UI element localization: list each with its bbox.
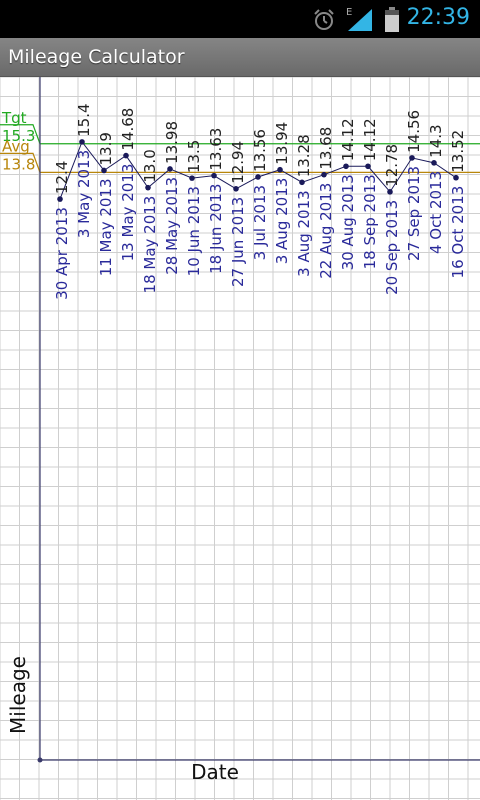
x-tick-label: 3 Jul 2013 bbox=[251, 185, 269, 260]
reference-line-name: Tgt bbox=[1, 109, 27, 127]
network-type-label: E bbox=[346, 7, 352, 18]
data-point bbox=[101, 167, 107, 174]
data-point bbox=[189, 175, 195, 181]
clock: 22:39 bbox=[406, 5, 470, 30]
data-point bbox=[211, 172, 217, 179]
x-tick-label: 11 May 2013 bbox=[97, 178, 115, 276]
reference-line-value: 13.8 bbox=[2, 155, 35, 173]
data-point bbox=[343, 163, 349, 170]
data-point bbox=[387, 189, 393, 195]
data-point bbox=[145, 184, 151, 191]
data-label: 12.4 bbox=[53, 161, 71, 194]
data-point bbox=[409, 155, 415, 161]
x-tick-label: 13 May 2013 bbox=[119, 164, 137, 262]
status-bar: E 22:39 bbox=[0, 0, 480, 38]
data-point bbox=[57, 196, 63, 202]
data-label: 13.9 bbox=[97, 132, 115, 165]
x-tick-label: 16 Oct 2013 bbox=[449, 186, 467, 279]
data-point bbox=[255, 174, 261, 180]
x-tick-label: 27 Jun 2013 bbox=[229, 197, 247, 287]
x-tick-label: 30 Aug 2013 bbox=[339, 174, 357, 270]
data-point bbox=[167, 166, 173, 172]
action-bar: Mileage Calculator bbox=[0, 38, 480, 77]
signal-icon: E bbox=[346, 7, 372, 31]
data-label: 14.3 bbox=[427, 124, 445, 157]
data-point bbox=[277, 166, 283, 173]
chart-grid bbox=[0, 77, 480, 800]
x-tick-label: 3 Aug 2013 bbox=[295, 190, 313, 277]
x-tick-label: 27 Sep 2013 bbox=[405, 166, 423, 261]
chart-axes bbox=[37, 77, 480, 763]
x-axis-title: Date bbox=[191, 760, 239, 784]
axis-origin bbox=[37, 757, 43, 763]
data-label: 14.12 bbox=[339, 118, 357, 161]
data-label: 13.56 bbox=[251, 129, 269, 172]
x-tick-label: 18 Jun 2013 bbox=[207, 184, 225, 274]
data-point bbox=[79, 139, 85, 145]
alarm-icon bbox=[314, 9, 334, 30]
x-tick-label: 18 Sep 2013 bbox=[361, 174, 379, 269]
data-point bbox=[299, 179, 305, 186]
data-label: 14.12 bbox=[361, 118, 379, 161]
battery-icon bbox=[385, 7, 399, 32]
x-tick-label: 30 Apr 2013 bbox=[53, 207, 71, 300]
reference-line-name: Avg bbox=[2, 137, 30, 155]
x-tick-label: 20 Sep 2013 bbox=[383, 200, 401, 295]
x-tick-label: 3 Aug 2013 bbox=[273, 178, 291, 265]
reference-line bbox=[0, 152, 480, 173]
data-point bbox=[321, 171, 327, 178]
reference-line bbox=[0, 124, 480, 145]
x-tick-label: 3 May 2013 bbox=[75, 150, 93, 238]
x-tick-label: 10 Jun 2013 bbox=[185, 186, 203, 276]
data-label: 13.28 bbox=[295, 134, 313, 177]
x-tick-label: 28 May 2013 bbox=[163, 177, 181, 275]
y-axis-title: Mileage bbox=[6, 656, 30, 734]
x-tick-label: 22 Aug 2013 bbox=[317, 183, 335, 279]
data-label: 13.63 bbox=[207, 128, 225, 171]
reference-line-value: 15.3 bbox=[2, 127, 35, 145]
x-tick-label: 18 May 2013 bbox=[141, 196, 159, 294]
data-label: 14.56 bbox=[405, 110, 423, 153]
data-point bbox=[123, 152, 129, 159]
data-label: 12.94 bbox=[229, 141, 247, 184]
data-label: 13.94 bbox=[273, 122, 291, 165]
data-point bbox=[431, 160, 437, 166]
data-label: 14.68 bbox=[119, 108, 137, 151]
app-title: Mileage Calculator bbox=[8, 46, 185, 68]
data-label: 13.98 bbox=[163, 121, 181, 164]
x-tick-label: 4 Oct 2013 bbox=[427, 171, 445, 254]
data-point bbox=[233, 185, 239, 192]
data-label: 13.0 bbox=[141, 149, 159, 182]
data-label: 15.4 bbox=[75, 103, 93, 136]
data-point bbox=[365, 163, 371, 170]
data-label: 13.5 bbox=[185, 140, 203, 173]
data-point bbox=[453, 174, 459, 181]
data-label: 13.52 bbox=[449, 130, 467, 173]
data-label: 13.68 bbox=[317, 127, 335, 170]
data-label: 12.78 bbox=[383, 144, 401, 187]
